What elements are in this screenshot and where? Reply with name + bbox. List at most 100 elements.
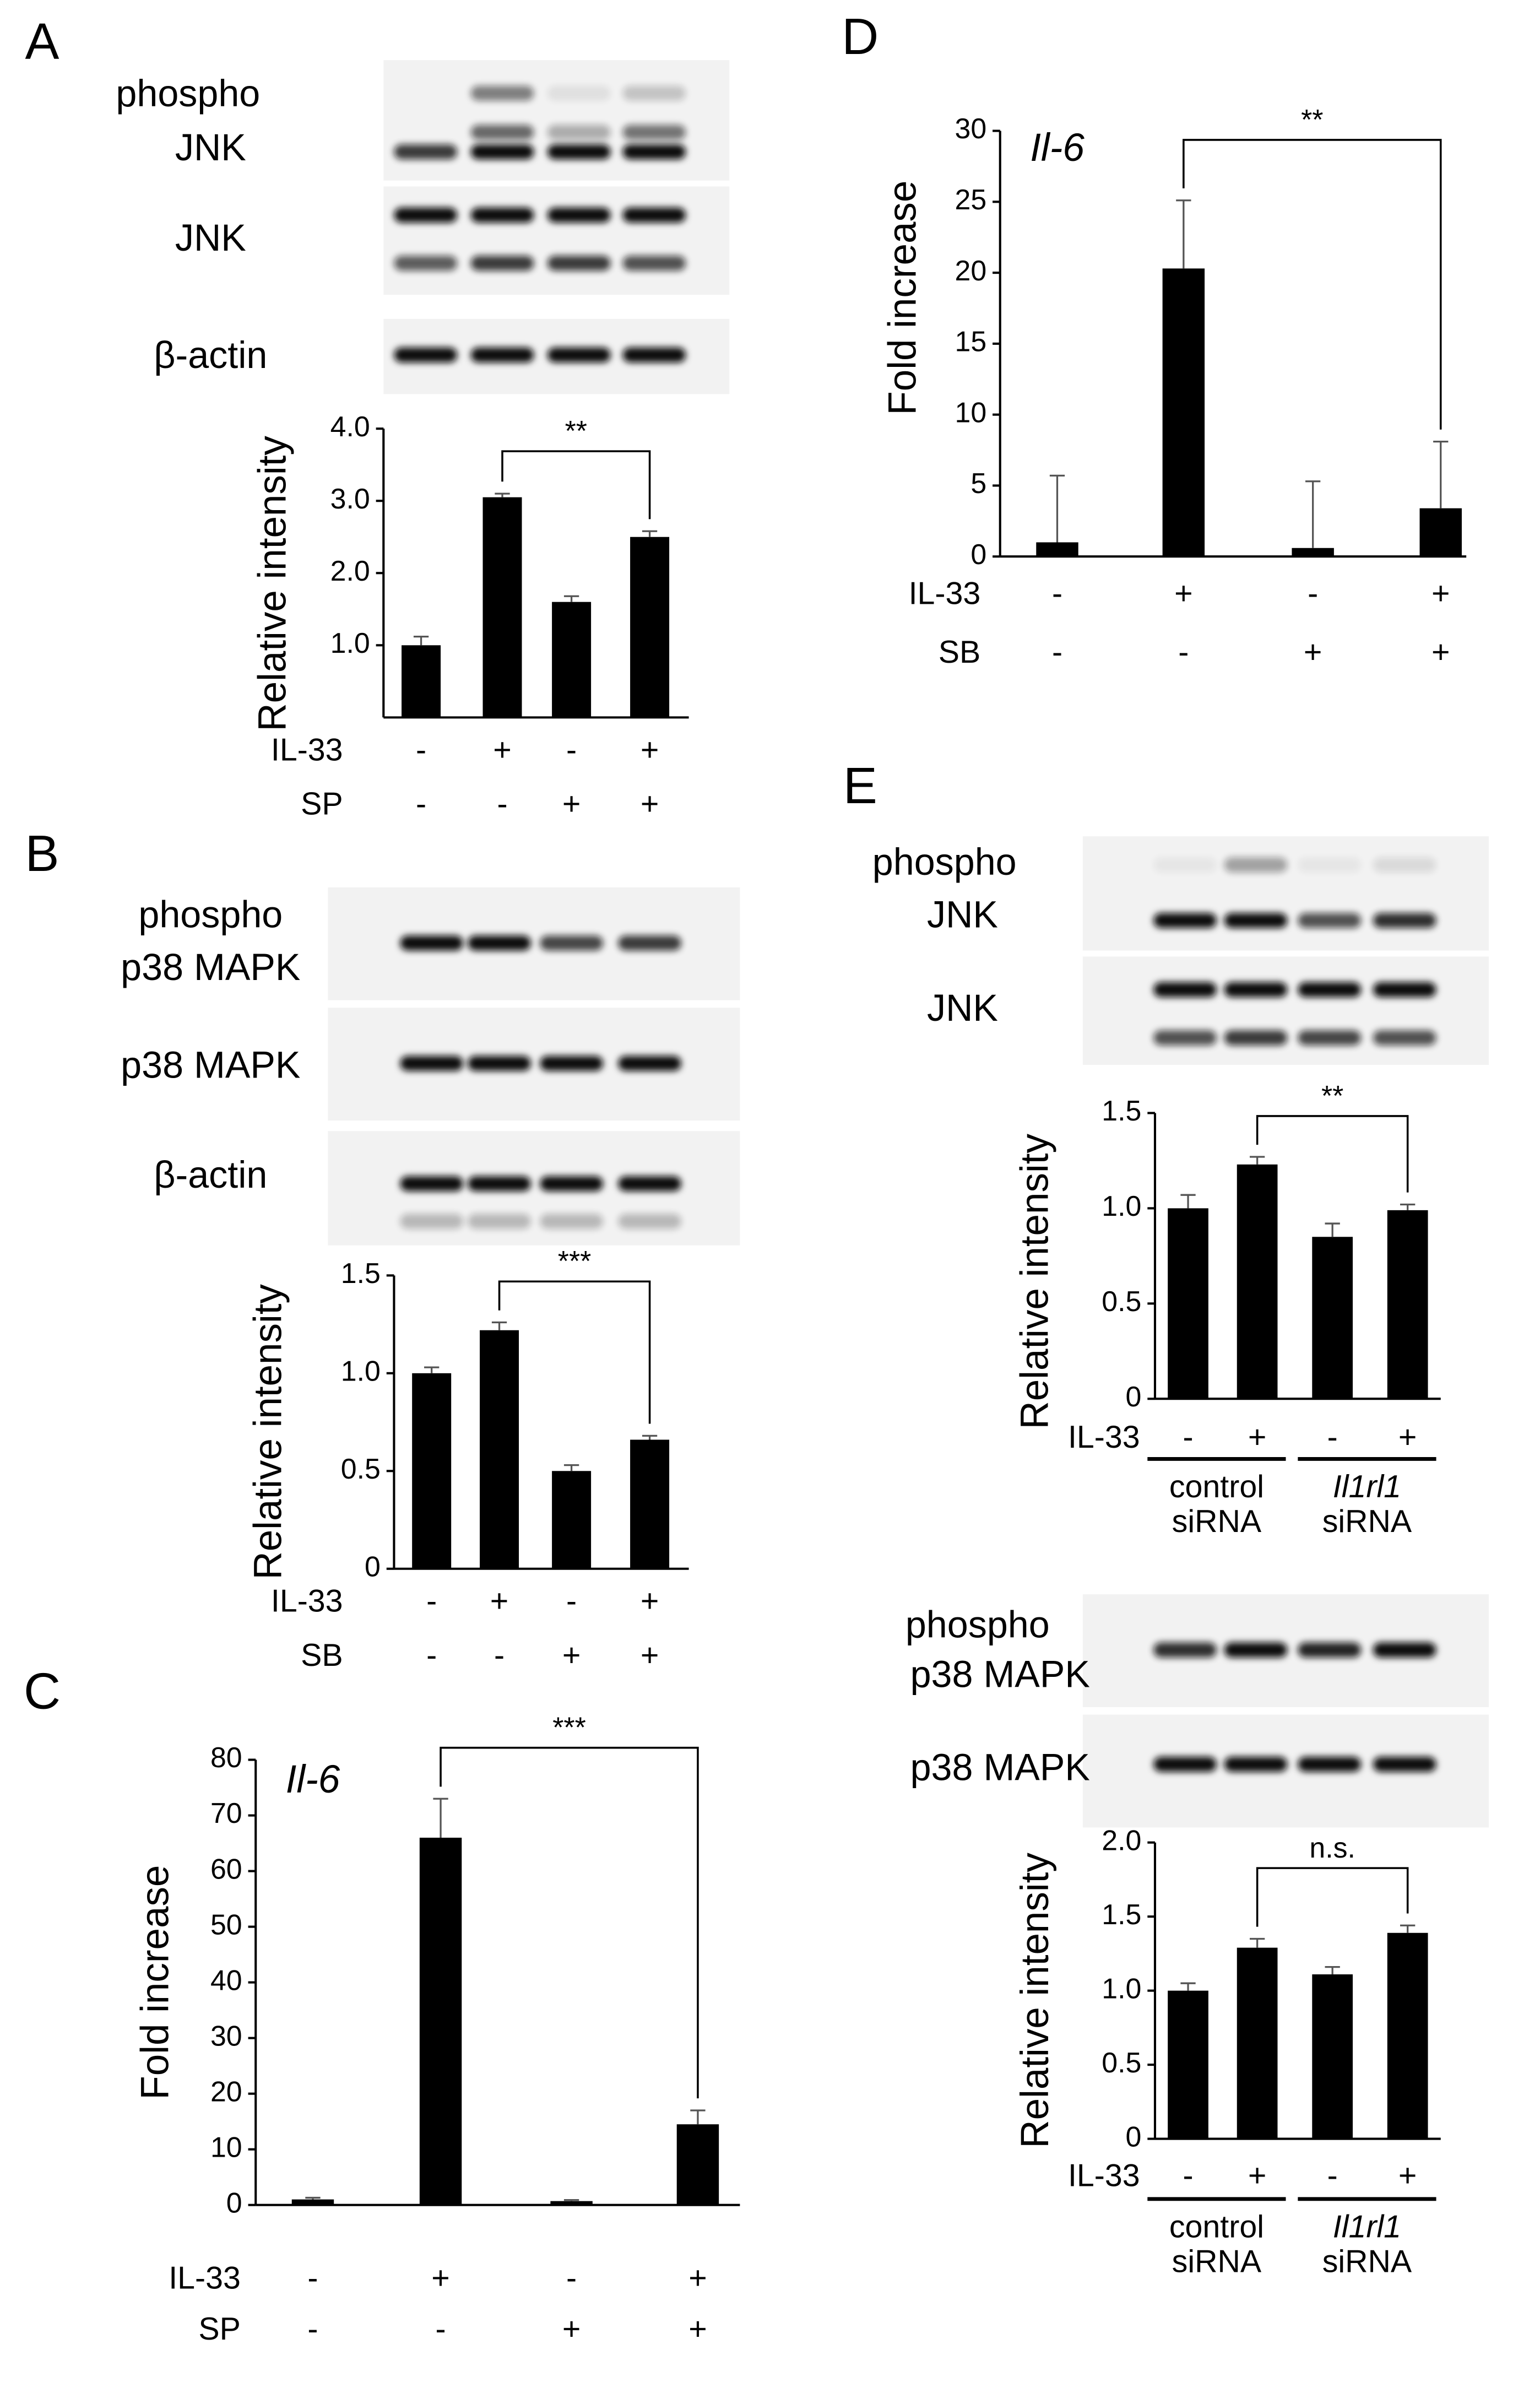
chart-panel: D 0 5 10 15 20 25 30 Fold increase Il-6 ** IL-33 - + -… [842, 8, 1467, 670]
error-bar [563, 595, 579, 602]
y-tick-label: 2.0 [1102, 1824, 1141, 1856]
condition-level: - [1178, 635, 1189, 670]
blot-band [400, 1176, 464, 1192]
condition-level: + [641, 1638, 659, 1673]
group-label: siRNA [1172, 2244, 1262, 2279]
blot-band [622, 124, 686, 140]
panel-letter: C [24, 1663, 61, 1720]
y-axis-label: Relative intensity [246, 1284, 290, 1580]
blot-band [470, 347, 534, 363]
blot-band [622, 347, 686, 363]
condition-level: + [1398, 1420, 1417, 1455]
condition-level: + [641, 1584, 659, 1619]
blot-band [618, 1055, 681, 1071]
y-tick-label: 1.0 [330, 627, 370, 659]
significance-label: ** [1301, 104, 1323, 136]
y-tick-label: 0 [1126, 1380, 1142, 1412]
error-bar [1400, 1203, 1416, 1210]
condition-level: - [426, 1638, 437, 1673]
y-tick-label: 20 [955, 255, 986, 286]
group-label: Il1rl1 [1333, 1469, 1401, 1504]
error-bar [563, 2199, 579, 2201]
error-bar [1325, 1222, 1340, 1237]
y-tick-label: 4.0 [330, 410, 370, 442]
condition-level: - [1308, 576, 1318, 611]
y-tick-label: 2.0 [330, 555, 370, 587]
blot-band [394, 347, 458, 363]
panel-letter: D [842, 8, 879, 65]
condition-name: SB [301, 1638, 343, 1673]
bar [1237, 1947, 1278, 2139]
panel-letter: B [25, 825, 59, 882]
y-tick-label: 1.0 [1102, 1972, 1141, 2004]
group-label: siRNA [1322, 2244, 1412, 2279]
condition-level: - [307, 2311, 318, 2347]
condition-level: - [566, 732, 577, 767]
significance-label: *** [552, 1712, 586, 1744]
blot-band [1373, 857, 1436, 873]
y-axis-label: Relative intensity [1013, 1853, 1057, 2148]
blot-band [622, 256, 686, 271]
bar [419, 1837, 462, 2205]
blot-band [618, 1176, 681, 1192]
chart-panel: C 0 10 20 30 40 50 60 70 80 Fold increase Il-6 *** IL… [24, 1663, 740, 2347]
blot-band [1373, 1642, 1436, 1658]
blot-band [394, 144, 458, 160]
blot-label: phospho [116, 73, 260, 115]
bar [1387, 1210, 1428, 1399]
y-tick-label: 70 [210, 1797, 242, 1829]
blot-band [470, 207, 534, 223]
error-bar [433, 1798, 448, 1838]
blot-band [400, 1214, 464, 1229]
condition-level: - [416, 787, 426, 822]
error-bar [491, 1321, 507, 1330]
y-tick-label: 40 [210, 1964, 242, 1996]
blot-band [470, 85, 534, 101]
blot-band [1224, 913, 1288, 928]
y-tick-label: 0.5 [1102, 1285, 1141, 1317]
condition-level: + [490, 1584, 508, 1619]
blot-band [1153, 982, 1217, 998]
blot-band [394, 207, 458, 223]
bar [402, 645, 441, 718]
y-axis-label: Fold increase [133, 1865, 177, 2100]
blot-band [547, 124, 611, 140]
bar [291, 2199, 334, 2205]
blot-band [394, 256, 458, 271]
bar [1419, 508, 1462, 557]
condition-name: IL-33 [1068, 1420, 1140, 1455]
error-bar [642, 530, 658, 537]
blot-label: p38 MAPK [121, 1044, 300, 1086]
condition-level: - [1327, 2158, 1338, 2194]
bar [676, 2124, 719, 2205]
bar [1036, 542, 1078, 557]
condition-name: IL-33 [909, 576, 981, 611]
blot-band [547, 207, 611, 223]
y-tick-label: 30 [210, 2020, 242, 2051]
blot-band [1224, 1642, 1288, 1658]
y-tick-label: 1.5 [341, 1257, 381, 1289]
bar [630, 537, 670, 718]
blot-band [540, 935, 603, 951]
y-tick-label: 0 [1126, 2120, 1142, 2152]
error-bar [1176, 199, 1191, 269]
chart-panel: phospho p38 MAPK p38 MAPK 0 0.5 1.0 1.5 2.0 Rela… [905, 1594, 1489, 2279]
blot-band [468, 1055, 531, 1071]
blot-label: p38 MAPK [910, 1747, 1090, 1789]
condition-level: + [1431, 576, 1450, 611]
blot-background [1082, 836, 1489, 951]
blot-band [1298, 1030, 1362, 1046]
error-bar [1305, 480, 1321, 548]
error-bar [305, 2196, 321, 2200]
condition-level: + [1174, 576, 1192, 611]
blot-band [468, 1214, 531, 1229]
blot-label: p38 MAPK [121, 946, 300, 988]
condition-name: SP [198, 2311, 240, 2347]
blot-band [470, 144, 534, 160]
blot-band [618, 935, 681, 951]
blot-band [470, 256, 534, 271]
error-bar [642, 1434, 658, 1440]
y-tick-label: 25 [955, 183, 986, 215]
